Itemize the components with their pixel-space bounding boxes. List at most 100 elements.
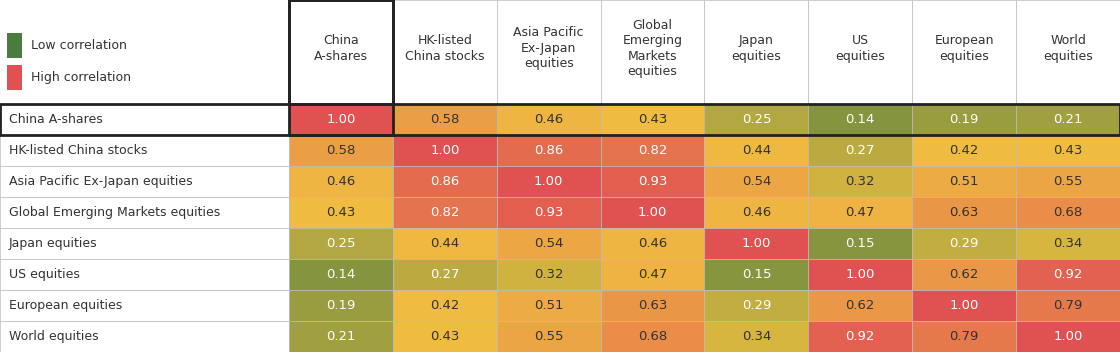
Bar xyxy=(1016,228,1120,259)
Text: 0.68: 0.68 xyxy=(1054,206,1083,219)
Text: 0.55: 0.55 xyxy=(1053,175,1083,188)
Text: 0.43: 0.43 xyxy=(326,206,355,219)
Bar xyxy=(600,197,704,228)
Text: 1.00: 1.00 xyxy=(638,206,668,219)
Bar xyxy=(912,104,1016,135)
Text: Japan
equities: Japan equities xyxy=(731,34,782,63)
Bar xyxy=(912,197,1016,228)
Text: 0.25: 0.25 xyxy=(741,113,772,126)
Text: 0.55: 0.55 xyxy=(534,330,563,343)
Bar xyxy=(497,228,600,259)
Bar xyxy=(600,0,704,104)
Bar xyxy=(912,166,1016,197)
Bar xyxy=(600,228,704,259)
Text: 1.00: 1.00 xyxy=(430,144,459,157)
Bar xyxy=(1016,290,1120,321)
Bar xyxy=(912,0,1016,104)
Bar xyxy=(393,104,497,135)
Bar xyxy=(497,290,600,321)
Bar xyxy=(600,290,704,321)
Bar xyxy=(912,290,1016,321)
Text: 0.51: 0.51 xyxy=(950,175,979,188)
Text: 0.79: 0.79 xyxy=(950,330,979,343)
Bar xyxy=(809,321,912,352)
Bar xyxy=(289,290,393,321)
Text: 0.42: 0.42 xyxy=(430,299,459,312)
Text: 0.54: 0.54 xyxy=(741,175,771,188)
Text: 0.43: 0.43 xyxy=(1054,144,1083,157)
Text: 0.86: 0.86 xyxy=(430,175,459,188)
Bar xyxy=(393,228,497,259)
Text: 0.32: 0.32 xyxy=(846,175,875,188)
Text: 1.00: 1.00 xyxy=(741,237,771,250)
Bar xyxy=(393,0,497,104)
Bar xyxy=(1016,0,1120,104)
Bar xyxy=(0,290,289,321)
Text: 0.92: 0.92 xyxy=(846,330,875,343)
Text: Global Emerging Markets equities: Global Emerging Markets equities xyxy=(9,206,221,219)
Text: 0.92: 0.92 xyxy=(1054,268,1083,281)
Text: 0.25: 0.25 xyxy=(326,237,356,250)
Text: China A-shares: China A-shares xyxy=(9,113,103,126)
Bar xyxy=(7,33,22,58)
Bar xyxy=(1016,321,1120,352)
Bar xyxy=(809,290,912,321)
Bar xyxy=(704,259,809,290)
Bar xyxy=(0,228,289,259)
Bar xyxy=(289,197,393,228)
Text: Asia Pacific Ex-Japan equities: Asia Pacific Ex-Japan equities xyxy=(9,175,193,188)
Bar xyxy=(289,0,393,104)
Bar xyxy=(393,259,497,290)
Text: 1.00: 1.00 xyxy=(326,113,355,126)
Text: Global
Emerging
Markets
equities: Global Emerging Markets equities xyxy=(623,19,682,78)
Bar xyxy=(704,166,809,197)
Bar xyxy=(704,104,809,135)
Bar xyxy=(912,135,1016,166)
Bar xyxy=(704,228,809,259)
Bar xyxy=(0,104,289,135)
Text: HK-listed China stocks: HK-listed China stocks xyxy=(9,144,148,157)
Bar xyxy=(809,228,912,259)
Text: 0.82: 0.82 xyxy=(430,206,459,219)
Bar xyxy=(912,259,1016,290)
Bar xyxy=(1016,135,1120,166)
Text: 0.62: 0.62 xyxy=(846,299,875,312)
Text: 0.44: 0.44 xyxy=(741,144,771,157)
Text: 0.29: 0.29 xyxy=(741,299,771,312)
Text: 0.27: 0.27 xyxy=(846,144,875,157)
Text: US
equities: US equities xyxy=(836,34,885,63)
Text: 0.43: 0.43 xyxy=(430,330,459,343)
Bar xyxy=(809,166,912,197)
Text: 0.93: 0.93 xyxy=(638,175,668,188)
Text: 0.79: 0.79 xyxy=(1054,299,1083,312)
Text: 0.42: 0.42 xyxy=(950,144,979,157)
Text: 0.46: 0.46 xyxy=(741,206,771,219)
Text: 0.68: 0.68 xyxy=(638,330,668,343)
Bar xyxy=(393,197,497,228)
Text: 1.00: 1.00 xyxy=(1054,330,1083,343)
Bar xyxy=(289,0,393,104)
Bar xyxy=(393,321,497,352)
Bar xyxy=(497,104,600,135)
Text: 0.14: 0.14 xyxy=(326,268,355,281)
Bar xyxy=(809,197,912,228)
Text: 0.62: 0.62 xyxy=(950,268,979,281)
Text: 0.32: 0.32 xyxy=(534,268,563,281)
Bar xyxy=(809,135,912,166)
Text: HK-listed
China stocks: HK-listed China stocks xyxy=(405,34,485,63)
Text: 0.82: 0.82 xyxy=(638,144,668,157)
Bar xyxy=(600,259,704,290)
Text: 0.63: 0.63 xyxy=(950,206,979,219)
Bar xyxy=(1016,197,1120,228)
Text: 0.46: 0.46 xyxy=(326,175,355,188)
Text: European equities: European equities xyxy=(9,299,122,312)
Text: 0.19: 0.19 xyxy=(326,299,355,312)
Bar xyxy=(497,321,600,352)
Bar xyxy=(1016,166,1120,197)
Text: 0.27: 0.27 xyxy=(430,268,459,281)
Text: 0.19: 0.19 xyxy=(950,113,979,126)
Text: World
equities: World equities xyxy=(1043,34,1093,63)
Text: 0.58: 0.58 xyxy=(430,113,459,126)
Text: China
A-shares: China A-shares xyxy=(314,34,367,63)
Bar xyxy=(0,135,289,166)
